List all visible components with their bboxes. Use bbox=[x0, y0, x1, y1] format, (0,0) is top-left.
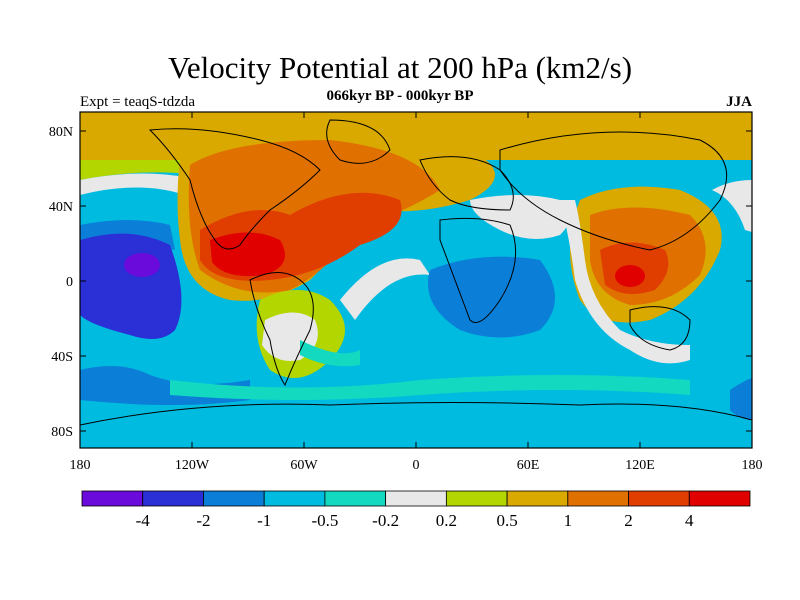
lat-tick-label: 80N bbox=[49, 125, 73, 140]
colorbar-swatch bbox=[688, 490, 751, 507]
colorbar-swatch bbox=[567, 490, 629, 507]
colorbar-swatch bbox=[142, 490, 204, 507]
colorbar-label: -1 bbox=[257, 511, 271, 530]
lat-tick-label: 40N bbox=[49, 200, 73, 215]
map-subtitle: 066kyr BP - 000kyr BP bbox=[326, 88, 474, 104]
colorbar-label: -0.2 bbox=[372, 511, 399, 530]
colorbar-label: 1 bbox=[564, 511, 573, 530]
map-title: Velocity Potential at 200 hPa (km2/s) bbox=[167, 50, 633, 85]
lat-tick-label: 40S bbox=[51, 350, 73, 365]
season-label: JJA bbox=[726, 94, 752, 110]
colorbar-swatch bbox=[263, 490, 326, 507]
experiment-label: Expt = teaqS-tdzda bbox=[80, 94, 196, 110]
lon-tick-label: 60W bbox=[290, 458, 318, 473]
lon-tick-label: 180 bbox=[742, 458, 763, 473]
colorbar-swatch bbox=[203, 490, 265, 507]
colorbar-label: -2 bbox=[196, 511, 210, 530]
colorbar-swatch bbox=[445, 490, 508, 507]
colorbar-label: -4 bbox=[136, 511, 151, 530]
coastlines bbox=[80, 119, 752, 426]
lon-tick-label: 120W bbox=[175, 458, 210, 473]
lat-tick-label: 80S bbox=[51, 425, 73, 440]
lon-tick-label: 0 bbox=[413, 458, 420, 473]
longitude-axis: 180 120W 60W 0 60E 120E 180 bbox=[70, 112, 763, 473]
colorbar-label: -0.5 bbox=[311, 511, 338, 530]
lon-tick-label: 180 bbox=[70, 458, 91, 473]
filled-contours bbox=[80, 112, 752, 448]
latitude-axis: 80N 40N 0 40S 80S bbox=[49, 125, 752, 440]
colorbar-swatch bbox=[324, 490, 387, 507]
colorbar-swatch bbox=[385, 490, 447, 507]
colorbar-label: 2 bbox=[624, 511, 633, 530]
colorbar-label: 0.2 bbox=[436, 511, 457, 530]
lon-tick-label: 120E bbox=[625, 458, 655, 473]
colorbar-swatch bbox=[506, 490, 569, 507]
colorbar: -4 -2 -1 -0.5 -0.2 0.2 0.5 1 2 4 bbox=[81, 490, 751, 530]
colorbar-label: 4 bbox=[685, 511, 694, 530]
colorbar-swatch bbox=[628, 490, 690, 507]
colorbar-swatch bbox=[81, 490, 144, 507]
lat-tick-label: 0 bbox=[66, 275, 73, 290]
lon-tick-label: 60E bbox=[517, 458, 540, 473]
colorbar-label: 0.5 bbox=[496, 511, 517, 530]
